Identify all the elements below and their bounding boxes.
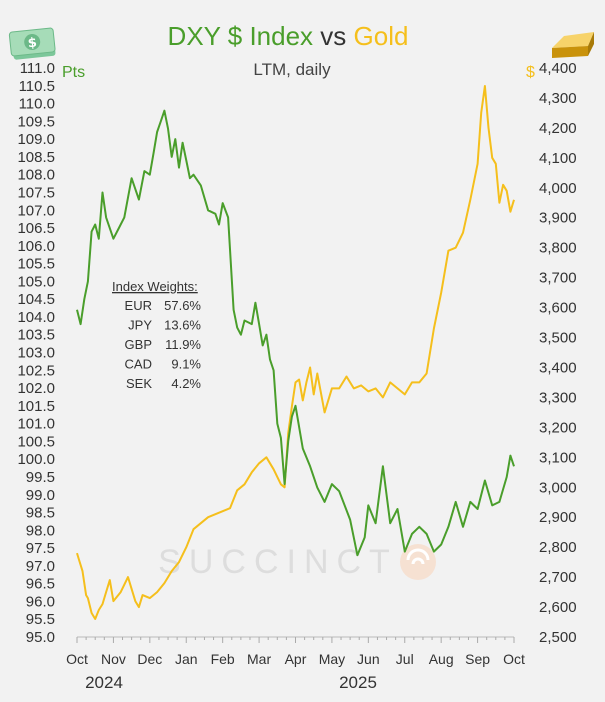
x-tick-label: Oct [66,651,88,667]
x-tick-label: Apr [285,651,307,667]
watermark: SUCCINCT [158,543,436,581]
left-tick-label: 108.0 [17,167,55,184]
right-tick-label: 3,700 [539,270,577,287]
left-tick-label: 103.0 [17,345,55,362]
x-tick-label: Oct [503,651,525,667]
left-tick-label: 109.5 [17,113,55,130]
right-tick-label: 3,000 [539,479,577,496]
x-tick-label: Dec [137,651,162,667]
left-tick-label: 101.0 [17,416,55,433]
x-year-label: 2024 [85,673,123,692]
left-tick-label: 111.0 [20,60,55,77]
left-tick-label: 98.0 [26,522,55,539]
right-tick-label: 4,100 [539,150,577,167]
watermark-text: SUCCINCT [158,543,398,581]
weight-percent: 9.1% [171,357,201,372]
right-tick-label: 4,400 [539,60,577,77]
right-tick-label: 2,600 [539,599,577,616]
x-tick-label: Sep [465,651,490,667]
left-tick-label: 99.5 [26,469,55,486]
weight-percent: 11.9% [165,337,201,352]
right-tick-label: 2,800 [539,539,577,556]
x-tick-label: Jul [396,651,414,667]
svg-text:$: $ [27,36,38,52]
left-tick-label: 102.5 [17,362,55,379]
x-tick-label: Nov [101,651,126,667]
left-tick-label: 97.0 [26,558,55,575]
dxy-series-line [76,109,515,557]
dollar-banknote-icon: $ [8,27,56,60]
left-tick-label: 110.0 [19,96,55,113]
left-tick-label: 108.5 [17,149,55,166]
weight-currency: EUR [125,298,152,313]
x-year-label: 2025 [339,673,377,692]
weight-currency: CAD [125,357,152,372]
title-dxy: DXY $ Index [168,21,314,51]
right-tick-label: 2,900 [539,509,577,526]
right-tick-label: 3,100 [539,449,577,466]
succinct-logo-icon [400,544,436,580]
weight-currency: JPY [128,318,152,333]
left-tick-label: 106.5 [17,220,55,237]
chart-subtitle: LTM, daily [253,60,331,79]
weights-title: Index Weights: [112,279,198,294]
left-axis-unit: Pts [62,64,85,81]
right-tick-label: 4,200 [539,120,577,137]
left-tick-label: 100.0 [17,451,55,468]
left-tick-label: 110.5 [19,78,55,95]
weight-percent: 57.6% [164,298,201,313]
gold-series-line [76,85,515,620]
left-tick-label: 104.0 [17,309,55,326]
right-tick-label: 2,500 [539,629,577,646]
left-tick-label: 95.5 [26,611,55,628]
left-tick-label: 98.5 [26,505,55,522]
left-tick-label: 105.0 [17,273,55,290]
right-tick-label: 3,800 [539,240,577,257]
right-tick-label: 3,600 [539,300,577,317]
right-tick-label: 3,500 [539,330,577,347]
x-tick-label: Jun [357,651,380,667]
left-tick-label: 102.0 [17,380,55,397]
weight-currency: GBP [125,337,152,352]
gold-bar-icon [552,32,594,58]
left-tick-label: 107.5 [17,184,55,201]
x-tick-label: Feb [211,651,235,667]
left-tick-label: 106.0 [17,238,55,255]
left-tick-label: 96.5 [26,576,55,593]
left-tick-label: 103.5 [17,327,55,344]
title-vs: vs [313,21,353,51]
weight-percent: 13.6% [164,318,201,333]
x-tick-label: May [319,651,345,667]
right-tick-label: 3,300 [539,389,577,406]
x-tick-label: Jan [175,651,198,667]
index-weights: Index Weights: EUR 57.6% JPY 13.6% GBP 11.9% C… [112,279,201,391]
left-tick-label: 101.5 [17,398,55,415]
left-tick-label: 96.0 [26,593,55,610]
title-gold: Gold [354,21,409,51]
left-tick-label: 100.5 [17,433,55,450]
weight-percent: 4.2% [171,376,201,391]
right-tick-label: 3,400 [539,359,577,376]
x-tick-label: Aug [429,651,454,667]
left-tick-label: 104.5 [17,291,55,308]
left-tick-label: 99.0 [26,487,55,504]
weight-currency: SEK [126,376,152,391]
left-tick-label: 105.5 [17,256,55,273]
left-tick-label: 97.5 [26,540,55,557]
left-tick-label: 109.0 [17,131,55,148]
right-tick-label: 4,300 [539,90,577,107]
right-tick-label: 2,700 [539,569,577,586]
right-tick-label: 3,200 [539,419,577,436]
left-tick-label: 107.0 [17,202,55,219]
left-tick-label: 95.0 [26,629,55,646]
right-tick-label: 4,000 [539,180,577,197]
right-axis-unit: $ [526,64,535,81]
right-tick-label: 3,900 [539,210,577,227]
chart-title: DXY $ Index vs Gold [168,21,409,51]
x-tick-label: Mar [247,651,271,667]
